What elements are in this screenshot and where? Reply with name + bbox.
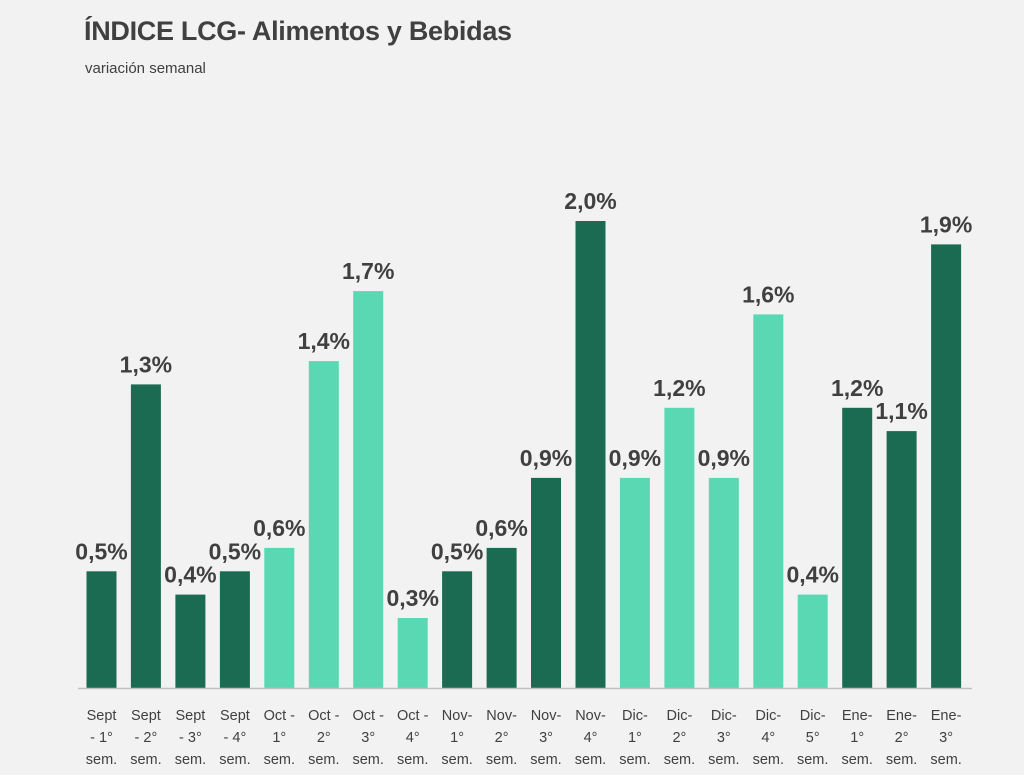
bar-15	[708, 477, 739, 689]
bar-10	[486, 547, 517, 688]
value-labels-group: 0,5%1,3%0,4%0,5%0,6%1,4%1,7%0,3%0,5%0,6%…	[75, 188, 972, 611]
bar-12	[575, 221, 606, 688]
x-tick-label-14: Dic-2° sem.	[664, 708, 695, 768]
value-label-11: 0,9%	[520, 445, 572, 471]
x-tick-label-17: Dic-5° sem.	[797, 708, 828, 768]
value-label-12: 2,0%	[564, 188, 616, 214]
x-tick-label-4: Sept - 4° sem.	[219, 708, 250, 768]
bar-19	[886, 431, 917, 688]
x-tick-label-5: Oct -1° sem.	[264, 708, 296, 768]
bar-4	[219, 571, 250, 689]
x-tick-label-10: Nov-2° sem.	[486, 708, 517, 768]
bar-20	[931, 244, 962, 688]
value-label-16: 1,6%	[742, 281, 794, 307]
x-tick-label-8: Oct -4° sem.	[397, 708, 429, 768]
x-tick-label-18: Ene-1° sem.	[841, 708, 872, 768]
x-tick-label-1: Sept - 1° sem.	[86, 708, 117, 768]
x-tick-label-7: Oct -3° sem.	[352, 708, 384, 768]
bar-1	[86, 571, 117, 689]
chart-subtitle: variación semanal	[85, 60, 206, 77]
value-label-2: 1,3%	[120, 351, 172, 377]
x-tick-label-6: Oct -2° sem.	[308, 708, 340, 768]
bar-18	[842, 407, 873, 688]
value-label-20: 1,9%	[920, 211, 972, 237]
value-label-1: 0,5%	[75, 538, 127, 564]
bar-14	[664, 407, 695, 688]
x-tick-label-3: Sept - 3° sem.	[175, 708, 206, 768]
value-label-19: 1,1%	[875, 398, 927, 424]
bar-5	[264, 547, 295, 688]
bar-16	[753, 314, 784, 688]
bar-17	[797, 594, 828, 688]
x-tick-labels-group: Sept - 1° sem. Sept - 2° sem. Sept - 3° sem. Sept…	[86, 708, 962, 768]
bar-2	[130, 384, 161, 688]
bar-9	[442, 571, 473, 689]
value-label-7: 1,7%	[342, 258, 394, 284]
value-label-3: 0,4%	[164, 562, 216, 588]
value-label-18: 1,2%	[831, 375, 883, 401]
x-tick-label-11: Nov-3° sem.	[530, 708, 561, 768]
value-label-5: 0,6%	[253, 515, 305, 541]
bar-3	[175, 594, 206, 688]
x-tick-label-15: Dic-3° sem.	[708, 708, 739, 768]
bar-7	[353, 291, 384, 688]
value-label-9: 0,5%	[431, 538, 483, 564]
value-label-6: 1,4%	[298, 328, 350, 354]
x-tick-label-12: Nov-4° sem.	[575, 708, 606, 768]
value-label-14: 1,2%	[653, 375, 705, 401]
bar-6	[308, 361, 339, 688]
bar-8	[397, 618, 428, 688]
value-label-15: 0,9%	[698, 445, 750, 471]
x-tick-label-20: Ene-3° sem.	[930, 708, 961, 768]
x-tick-label-13: Dic-1° sem.	[619, 708, 650, 768]
bar-11	[531, 477, 561, 689]
value-label-10: 0,6%	[475, 515, 527, 541]
x-tick-label-2: Sept - 2° sem.	[130, 708, 161, 768]
value-label-8: 0,3%	[386, 585, 438, 611]
value-label-17: 0,4%	[786, 562, 838, 588]
chart-title: ÍNDICE LCG- Alimentos y Bebidas	[84, 16, 512, 46]
bars-group	[86, 221, 962, 689]
bar-13	[619, 477, 650, 689]
value-label-13: 0,9%	[609, 445, 661, 471]
x-tick-label-9: Nov-1° sem.	[441, 708, 472, 768]
x-tick-label-16: Dic-4° sem.	[753, 708, 784, 768]
value-label-4: 0,5%	[209, 538, 261, 564]
x-tick-label-19: Ene-2° sem.	[886, 708, 917, 768]
